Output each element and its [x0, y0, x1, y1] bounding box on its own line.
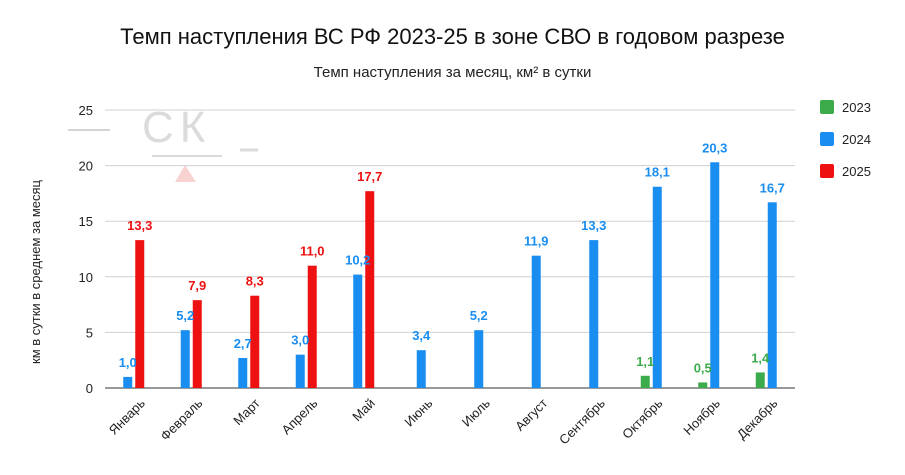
x-tick-label: Апрель	[279, 395, 321, 437]
y-axis-ticks: 0 5 10 15 20 25	[79, 103, 93, 396]
y-tick-label: 15	[79, 214, 93, 229]
x-tick-label: Сентябрь	[556, 395, 608, 447]
data-label-2024: 2,7	[234, 336, 252, 351]
bar-2023	[698, 382, 708, 388]
data-label-2025: 11,0	[300, 244, 325, 259]
bars	[123, 162, 777, 388]
bar-2025	[192, 300, 202, 388]
data-labels: 1,0 13,3 5,2 7,9 2,7 8,3 3,0 11,0 10,2 17,7 3,4 5,2…	[119, 140, 785, 375]
y-tick-label: 10	[79, 270, 93, 285]
data-label-2024: 11,9	[524, 234, 549, 249]
y-tick-label: 0	[86, 381, 93, 396]
y-tick-label: 20	[79, 159, 93, 174]
bar-2025	[250, 295, 260, 388]
y-tick-label: 25	[79, 103, 93, 118]
data-label-2024: 10,2	[345, 253, 370, 268]
data-label-2024: 1,0	[119, 355, 137, 370]
bar-2024	[353, 274, 363, 388]
x-tick-label: Октябрь	[619, 395, 665, 441]
bar-2025	[307, 265, 317, 388]
bar-2024	[180, 330, 190, 388]
bar-2024	[474, 330, 484, 388]
data-label-2023: 0,5	[694, 360, 712, 375]
x-tick-label: Июль	[459, 395, 493, 429]
data-label-2025: 17,7	[357, 169, 382, 184]
bar-2025	[135, 240, 145, 388]
x-tick-label: Ноябрь	[680, 395, 723, 438]
bar-2024	[416, 350, 426, 388]
data-label-2024: 3,4	[412, 328, 431, 343]
bar-2024	[295, 354, 305, 388]
chart-title: Темп наступления ВС РФ 2023-25 в зоне СВ…	[120, 24, 785, 49]
legend-swatch-2024	[820, 132, 834, 146]
data-label-2024: 20,3	[702, 140, 727, 155]
x-tick-label: Март	[230, 395, 263, 428]
data-label-2024: 5,2	[176, 308, 194, 323]
x-tick-label: Декабрь	[734, 395, 781, 442]
bar-2024	[531, 255, 541, 388]
watermark-text: СК	[142, 103, 211, 152]
bar-2023	[640, 375, 650, 388]
x-tick-label: Май	[349, 396, 378, 425]
bar-2025	[365, 191, 375, 388]
y-axis-label: км в сутки в среднем за месяц	[28, 179, 43, 364]
x-axis-categories: Январь Февраль Март Апрель Май Июнь Июль Август…	[106, 395, 781, 447]
data-label-2024: 13,3	[581, 218, 606, 233]
gridlines	[105, 109, 795, 389]
bar-2024	[238, 357, 248, 388]
x-tick-label: Август	[512, 395, 550, 433]
bar-2024	[123, 376, 133, 388]
data-label-2024: 18,1	[645, 165, 670, 180]
chart-subtitle: Темп наступления за месяц, км² в сутки	[313, 64, 592, 81]
bar-2024	[710, 162, 720, 388]
data-label-2024: 5,2	[470, 308, 488, 323]
legend-swatch-2023	[820, 100, 834, 114]
watermark-logo: СК	[68, 103, 258, 182]
x-tick-label: Июнь	[401, 395, 435, 429]
data-label-2023: 1,1	[636, 354, 654, 369]
bar-2023	[755, 372, 765, 388]
data-label-2024: 16,7	[760, 180, 785, 195]
data-label-2024: 3,0	[291, 333, 309, 348]
legend-swatch-2025	[820, 164, 834, 178]
x-tick-label: Февраль	[157, 395, 205, 443]
data-label-2025: 13,3	[127, 218, 152, 233]
legend-label-2025: 2025	[842, 164, 871, 179]
data-label-2023: 1,4	[751, 350, 770, 365]
bar-2024	[589, 240, 599, 388]
data-label-2025: 8,3	[246, 274, 264, 289]
y-tick-label: 5	[86, 325, 93, 340]
x-tick-label: Январь	[106, 395, 148, 437]
legend-label-2023: 2023	[842, 100, 871, 115]
bar-2024	[652, 186, 662, 388]
legend: 2023 2024 2025	[820, 100, 871, 179]
legend-label-2024: 2024	[842, 132, 871, 147]
data-label-2025: 7,9	[188, 278, 206, 293]
bar-2024	[767, 202, 777, 388]
